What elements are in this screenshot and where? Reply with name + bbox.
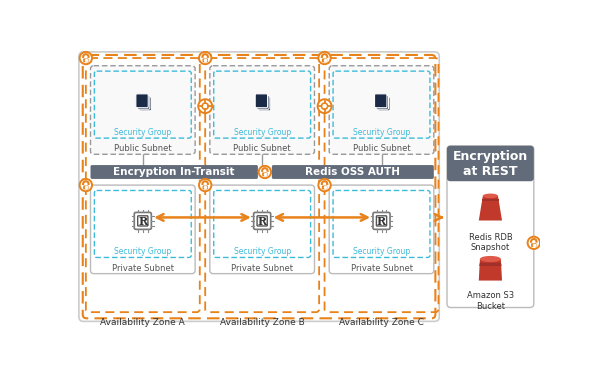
FancyBboxPatch shape <box>91 185 195 274</box>
Circle shape <box>199 52 211 64</box>
FancyBboxPatch shape <box>202 58 208 62</box>
Circle shape <box>319 179 331 191</box>
FancyBboxPatch shape <box>329 185 434 274</box>
Text: Redis RDB
Snapshot: Redis RDB Snapshot <box>469 233 512 252</box>
Text: Security Group: Security Group <box>353 128 410 136</box>
Text: Security Group: Security Group <box>353 247 410 256</box>
FancyBboxPatch shape <box>83 58 89 62</box>
Circle shape <box>527 237 540 249</box>
Ellipse shape <box>480 256 501 262</box>
Text: Encryption In-Transit: Encryption In-Transit <box>113 167 235 177</box>
FancyBboxPatch shape <box>139 97 151 111</box>
Text: Security Group: Security Group <box>114 128 172 136</box>
FancyBboxPatch shape <box>322 58 327 62</box>
FancyBboxPatch shape <box>79 52 439 322</box>
Circle shape <box>317 99 332 113</box>
Text: Public Subnet: Public Subnet <box>233 144 291 154</box>
FancyBboxPatch shape <box>374 94 387 108</box>
FancyBboxPatch shape <box>531 243 536 247</box>
FancyBboxPatch shape <box>257 216 267 226</box>
Text: Private Subnet: Private Subnet <box>231 264 293 273</box>
FancyBboxPatch shape <box>137 95 150 109</box>
Text: Availability Zone A: Availability Zone A <box>100 318 185 327</box>
FancyBboxPatch shape <box>258 97 271 111</box>
FancyBboxPatch shape <box>329 66 434 154</box>
Ellipse shape <box>483 194 498 198</box>
FancyBboxPatch shape <box>210 185 314 274</box>
Circle shape <box>198 99 212 113</box>
Text: Private Subnet: Private Subnet <box>350 264 413 273</box>
FancyBboxPatch shape <box>262 172 268 176</box>
FancyBboxPatch shape <box>322 186 327 189</box>
Text: R: R <box>138 216 148 227</box>
FancyBboxPatch shape <box>134 213 151 229</box>
Polygon shape <box>479 196 502 221</box>
Circle shape <box>80 52 92 64</box>
Text: Public Subnet: Public Subnet <box>114 144 172 154</box>
Text: R: R <box>377 216 386 227</box>
FancyBboxPatch shape <box>373 213 390 229</box>
FancyBboxPatch shape <box>210 66 314 154</box>
Text: Security Group: Security Group <box>114 247 172 256</box>
FancyBboxPatch shape <box>376 95 388 109</box>
FancyBboxPatch shape <box>136 94 148 108</box>
Circle shape <box>319 52 331 64</box>
Text: Amazon S3
Bucket: Amazon S3 Bucket <box>467 291 514 311</box>
Text: Security Group: Security Group <box>233 247 291 256</box>
FancyBboxPatch shape <box>447 146 534 181</box>
Polygon shape <box>479 259 502 280</box>
FancyBboxPatch shape <box>254 213 271 229</box>
Text: Availability Zone C: Availability Zone C <box>339 318 424 327</box>
FancyBboxPatch shape <box>257 95 269 109</box>
FancyBboxPatch shape <box>83 186 89 189</box>
FancyBboxPatch shape <box>137 216 148 226</box>
FancyBboxPatch shape <box>255 94 268 108</box>
FancyBboxPatch shape <box>447 146 534 307</box>
FancyBboxPatch shape <box>91 66 195 154</box>
FancyBboxPatch shape <box>272 165 434 179</box>
FancyBboxPatch shape <box>202 186 208 189</box>
Text: Security Group: Security Group <box>233 128 291 136</box>
Polygon shape <box>479 263 502 266</box>
FancyBboxPatch shape <box>377 97 390 111</box>
Text: Encryption
at REST: Encryption at REST <box>453 149 528 178</box>
FancyBboxPatch shape <box>91 165 258 179</box>
Text: Private Subnet: Private Subnet <box>112 264 174 273</box>
Circle shape <box>80 179 92 191</box>
Circle shape <box>259 166 271 178</box>
Text: Availability Zone B: Availability Zone B <box>220 318 305 327</box>
Circle shape <box>199 179 211 191</box>
Text: Redis OSS AUTH: Redis OSS AUTH <box>305 167 400 177</box>
Polygon shape <box>482 199 499 201</box>
Text: R: R <box>257 216 267 227</box>
Text: Public Subnet: Public Subnet <box>353 144 410 154</box>
FancyBboxPatch shape <box>376 216 386 226</box>
